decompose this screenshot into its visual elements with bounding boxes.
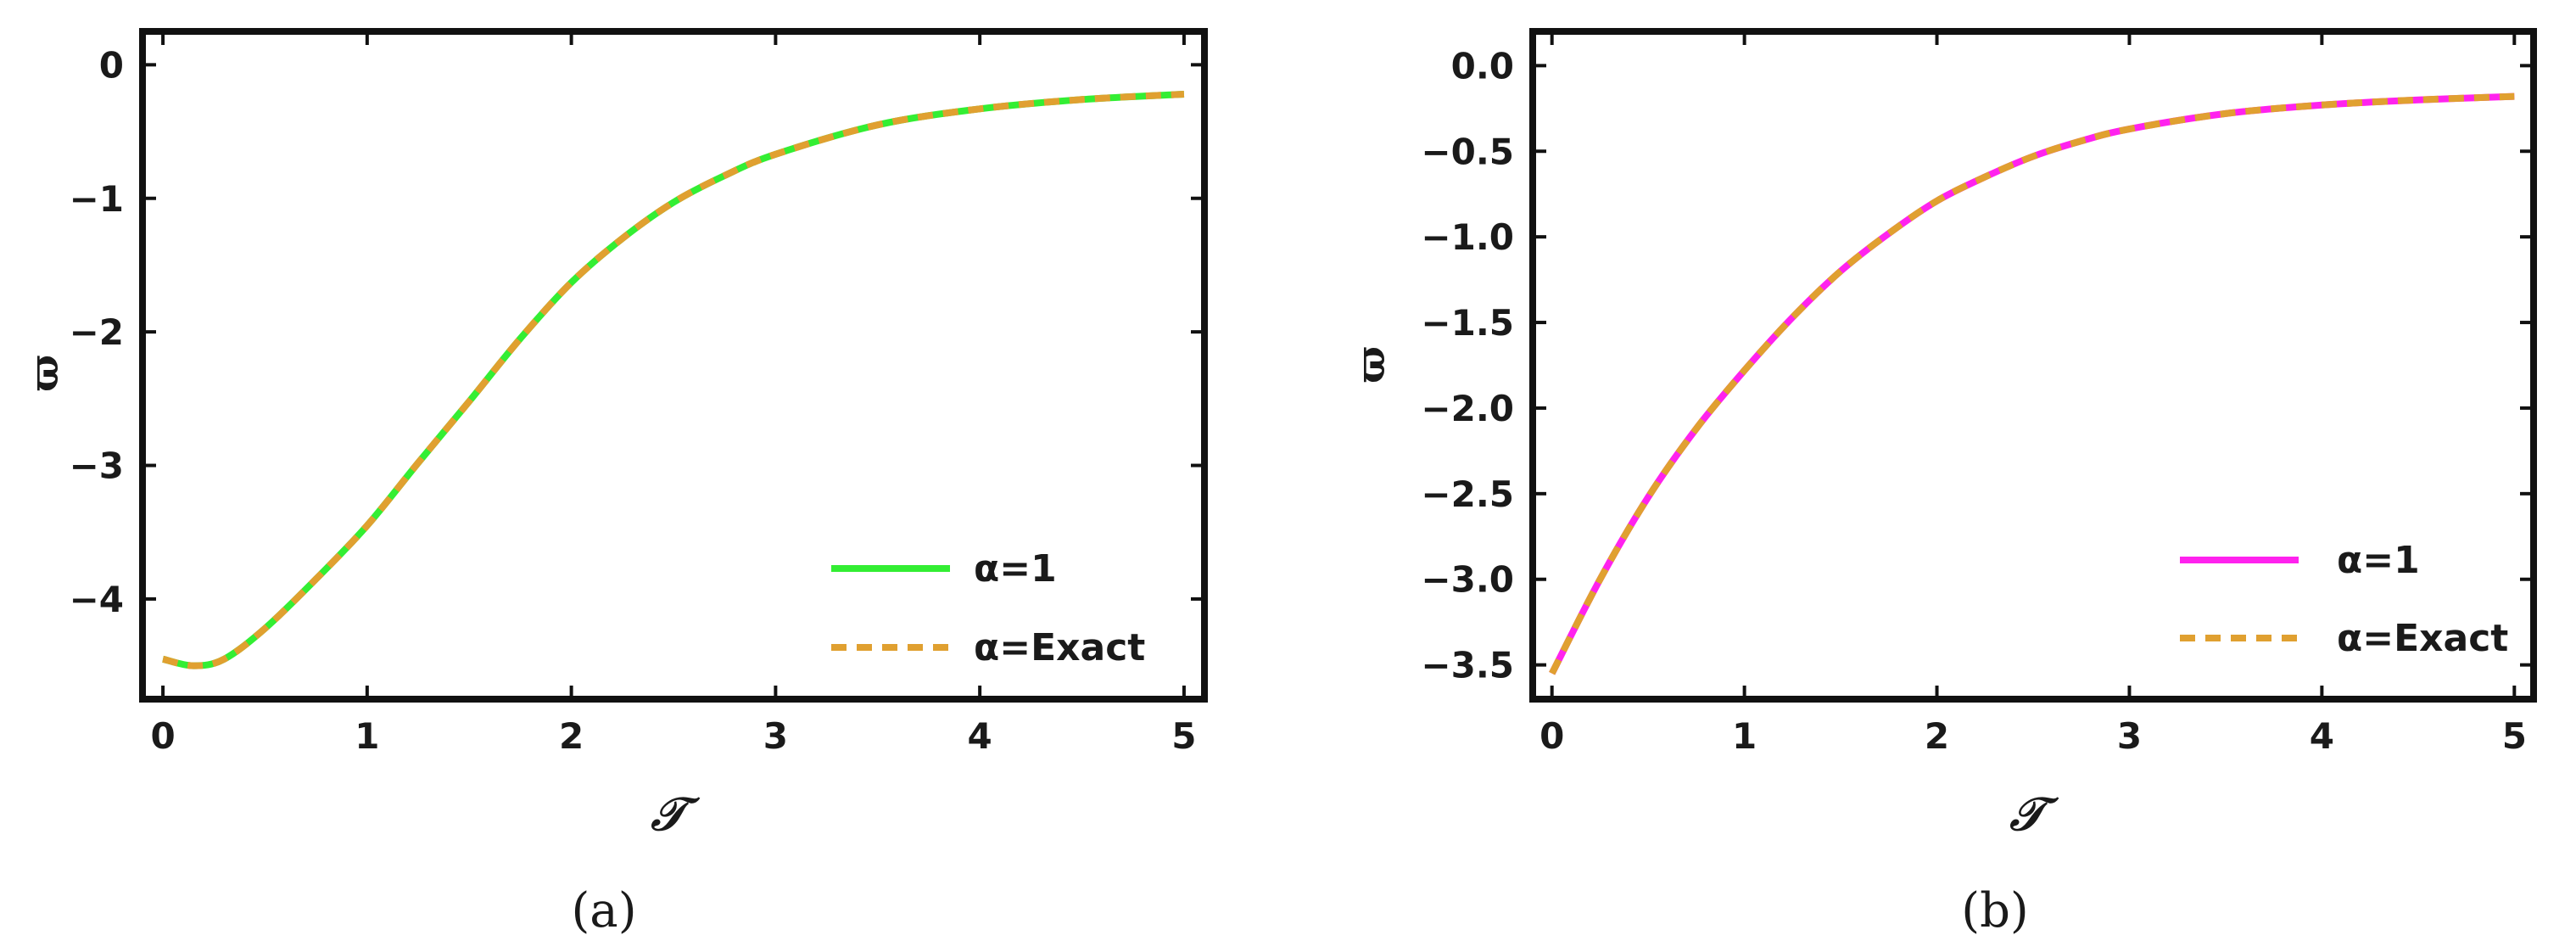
x-tick-label: 0 bbox=[150, 715, 175, 757]
y-tick-label: −2.0 bbox=[1421, 388, 1514, 429]
legend: α=1 α=Exact bbox=[2180, 539, 2508, 660]
legend-label-1: α=1 bbox=[2337, 539, 2420, 582]
y-tick-label: −3 bbox=[70, 445, 124, 487]
legend-label-2: α=Exact bbox=[974, 626, 1145, 669]
y-tick-label: −1.5 bbox=[1421, 302, 1514, 344]
x-tick-label: 0 bbox=[1539, 715, 1564, 757]
x-tick-label: 3 bbox=[763, 715, 788, 757]
y-tick-label: −0.5 bbox=[1421, 131, 1514, 172]
y-tick-label: −1.0 bbox=[1421, 216, 1514, 258]
series-layer bbox=[162, 90, 1185, 669]
ticks: 0 1 2 3 4 5 0 −1 −2 −3 −4 bbox=[70, 31, 1204, 757]
x-tick-label: 5 bbox=[2502, 715, 2527, 757]
y-axis-label: ϖ bbox=[21, 355, 67, 392]
y-axis-label: ϖ bbox=[1348, 346, 1394, 384]
y-tick-label: −2 bbox=[70, 311, 124, 353]
y-tick-label: −4 bbox=[70, 579, 124, 620]
y-tick-label: 0.0 bbox=[1451, 45, 1514, 87]
plot-frame bbox=[139, 28, 1208, 703]
chart-panel-b: 0 1 2 3 4 5 0.0 −0.5 −1.0 −1.5 −2.0 −2.5 −3.0 −3.5 α=… bbox=[1348, 28, 2537, 938]
x-tick-label: 1 bbox=[355, 715, 379, 757]
chart-panel-a: 0 1 2 3 4 5 0 −1 −2 −3 −4 α=1 α=Exact ϖ 𝒯 (a) bbox=[21, 28, 1208, 938]
x-axis-label: 𝒯 bbox=[2009, 787, 2059, 841]
y-tick-label: −3.5 bbox=[1421, 645, 1514, 686]
y-tick-label: −3.0 bbox=[1421, 559, 1514, 601]
legend-label-2: α=Exact bbox=[2337, 617, 2508, 660]
x-tick-label: 1 bbox=[1732, 715, 1757, 757]
plot-frame bbox=[1529, 28, 2537, 703]
series-line-2 bbox=[1549, 92, 2515, 675]
x-tick-label: 2 bbox=[559, 715, 584, 757]
series-line-2 bbox=[162, 90, 1185, 669]
series-line-1 bbox=[1549, 92, 2515, 675]
series-layer bbox=[1549, 92, 2515, 675]
legend-label-1: α=1 bbox=[974, 547, 1057, 591]
panel-caption: (a) bbox=[571, 883, 636, 938]
x-tick-label: 4 bbox=[968, 715, 992, 757]
x-axis-label: 𝒯 bbox=[650, 787, 700, 841]
y-tick-label: 0 bbox=[99, 44, 124, 86]
x-tick-label: 3 bbox=[2117, 715, 2142, 757]
y-tick-label: −2.5 bbox=[1421, 473, 1514, 515]
y-tick-label: −1 bbox=[70, 178, 124, 220]
x-tick-label: 4 bbox=[2310, 715, 2334, 757]
x-tick-label: 5 bbox=[1171, 715, 1196, 757]
ticks: 0 1 2 3 4 5 0.0 −0.5 −1.0 −1.5 −2.0 −2.5 −3.0 −3.5 bbox=[1421, 31, 2534, 757]
panel-caption: (b) bbox=[1961, 883, 2029, 938]
x-tick-label: 2 bbox=[1925, 715, 1949, 757]
legend: α=1 α=Exact bbox=[831, 547, 1145, 669]
